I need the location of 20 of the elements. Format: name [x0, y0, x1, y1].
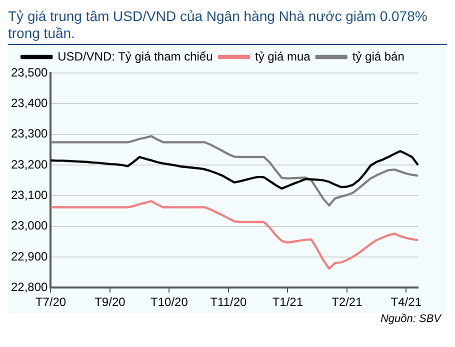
y-tick-label: 22,900 — [11, 249, 48, 264]
x-tick-label: T4/21 — [390, 295, 422, 310]
y-tick-label: 23,200 — [11, 157, 48, 172]
x-tick-label: T2/21 — [332, 295, 363, 310]
y-tick-label: 23,100 — [11, 188, 48, 202]
legend-label: USD/VND: Tỷ giá tham chiếu — [58, 49, 213, 64]
x-tick-label: T7/20 — [35, 295, 66, 310]
y-tick-label: 23,500 — [11, 65, 48, 80]
legend-label: tỷ giá bán — [352, 49, 404, 64]
y-tick-label: 23,400 — [11, 96, 48, 110]
text: Nguồn: SBV — [8, 313, 447, 325]
x-tick-label: T1/21 — [272, 295, 304, 310]
legend-label: tỷ giá mua — [254, 49, 311, 64]
x-tick-label: T10/20 — [150, 295, 188, 310]
y-tick-label: 23,000 — [11, 218, 48, 233]
x-tick-label: T9/20 — [94, 295, 126, 310]
chart-title: Tỷ giá trung tâm USD/VND của Ngân hàng Nhà nước giảm 0.078% trong tuần. — [8, 8, 447, 45]
y-tick-label: 23,300 — [11, 126, 48, 141]
x-tick-label: T11/20 — [210, 295, 247, 310]
y-tick-label: 22,800 — [11, 280, 48, 294]
